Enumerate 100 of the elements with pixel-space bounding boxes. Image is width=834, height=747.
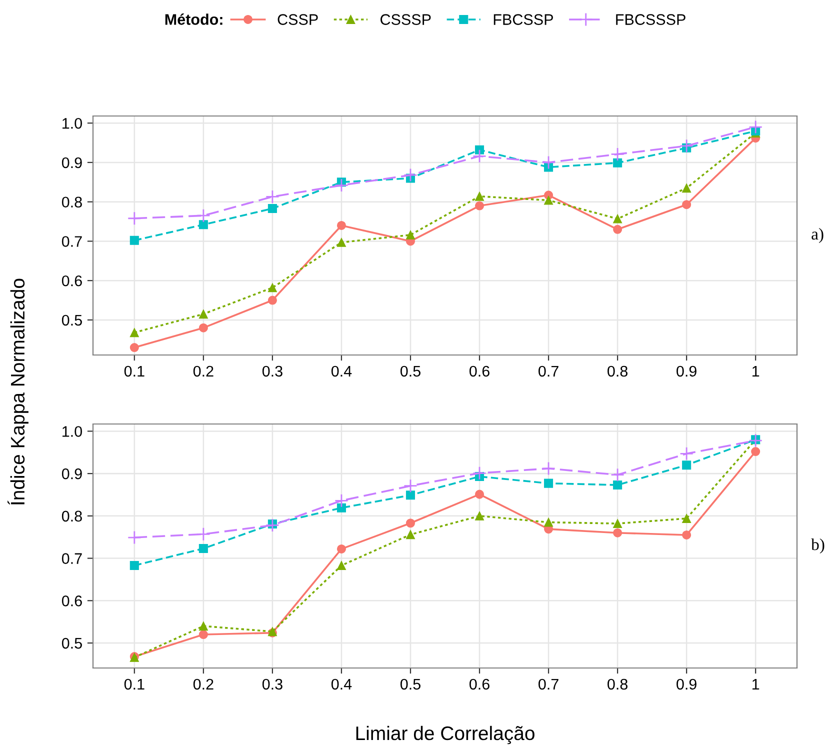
y-tick-label: 0.7	[62, 553, 82, 564]
point	[198, 310, 208, 319]
point	[613, 224, 622, 234]
point	[613, 519, 622, 528]
y-tick-label: 0.5	[62, 314, 82, 326]
point	[751, 447, 760, 456]
y-axis-title: Índice Kappa Normalizado	[8, 278, 28, 505]
y-tick-label: 0.6	[62, 596, 82, 606]
point	[266, 190, 280, 204]
legend-label: CSSP	[278, 14, 318, 25]
point	[334, 178, 348, 192]
point	[406, 490, 416, 500]
point	[130, 560, 139, 570]
point	[748, 120, 763, 134]
x-tick-label: 0.5	[400, 678, 420, 690]
point	[474, 192, 484, 201]
y-tick-label: 1.0	[62, 118, 82, 129]
point	[334, 494, 348, 508]
x-tick-label: 0.2	[193, 678, 214, 690]
point	[406, 530, 416, 540]
point	[406, 518, 416, 528]
point	[610, 468, 624, 482]
point	[404, 168, 418, 182]
x-tick-label: 0.4	[331, 678, 352, 690]
point	[542, 156, 556, 170]
point	[130, 328, 139, 338]
point	[127, 211, 142, 226]
point	[336, 503, 346, 512]
point	[198, 220, 208, 230]
x-tick-label: 0.9	[676, 366, 696, 377]
point	[336, 220, 346, 230]
point	[268, 283, 277, 292]
x-tick-label: 1	[752, 678, 760, 690]
point	[198, 323, 208, 332]
point	[748, 434, 763, 448]
x-tick-label: 0.6	[469, 366, 490, 377]
x-tick-label: 0.1	[124, 366, 144, 377]
point	[130, 343, 139, 352]
point	[680, 138, 694, 153]
x-tick-label: 0.4	[331, 366, 352, 377]
point	[198, 622, 208, 631]
x-tick-label: 0.8	[608, 366, 628, 377]
y-tick-label: 0.5	[62, 638, 82, 649]
point	[198, 544, 208, 554]
x-tick-label: 0.6	[469, 678, 490, 690]
y-tick-label: 0.6	[62, 275, 82, 286]
x-tick-label: 0.7	[538, 366, 558, 377]
point	[544, 518, 554, 527]
x-tick-label: 0.5	[400, 366, 420, 377]
point	[613, 158, 622, 168]
point	[544, 478, 554, 488]
x-tick-label: 0.2	[193, 366, 214, 377]
x-axis-title: Limiar de Correlação	[356, 726, 534, 744]
x-tick-label: 0.3	[262, 366, 282, 377]
point	[613, 480, 622, 490]
point	[196, 527, 210, 542]
point	[613, 528, 622, 538]
point	[127, 530, 142, 544]
point	[336, 544, 346, 554]
x-tick-label: 0.7	[538, 678, 558, 690]
point	[472, 149, 486, 164]
y-tick-label: 1.0	[62, 426, 82, 437]
point	[268, 296, 277, 305]
point	[610, 147, 624, 162]
legend-label: FBCSSP	[494, 14, 553, 25]
y-tick-label: 0.9	[62, 157, 82, 168]
point	[682, 460, 692, 470]
legend-label: CSSSP	[380, 14, 431, 25]
point	[542, 462, 556, 476]
point	[474, 201, 484, 210]
point	[474, 511, 484, 520]
point	[474, 145, 484, 154]
point	[474, 490, 484, 499]
point	[130, 236, 139, 245]
point	[682, 530, 692, 540]
text: b)	[811, 538, 824, 554]
point	[266, 518, 280, 532]
point	[682, 514, 692, 523]
point	[404, 478, 418, 493]
x-tick-label: 0.8	[608, 678, 628, 690]
point	[196, 208, 210, 223]
point	[406, 230, 416, 240]
point	[544, 196, 554, 205]
y-tick-label: 0.9	[62, 468, 82, 480]
x-tick-label: 0.1	[124, 678, 144, 690]
point	[268, 204, 277, 214]
y-tick-label: 0.8	[62, 196, 82, 208]
point	[336, 238, 346, 247]
point	[613, 214, 622, 224]
point	[198, 630, 208, 640]
point	[336, 560, 346, 570]
point	[682, 200, 692, 210]
x-tick-label: 0.3	[262, 678, 282, 690]
legend-label: FBCSSSP	[616, 14, 686, 25]
legend-title: Método:	[165, 13, 222, 25]
y-tick-label: 0.8	[62, 510, 82, 522]
y-tick-label: 0.7	[62, 236, 82, 247]
point	[682, 184, 692, 193]
x-tick-label: 0.9	[676, 678, 696, 690]
point	[472, 466, 486, 480]
